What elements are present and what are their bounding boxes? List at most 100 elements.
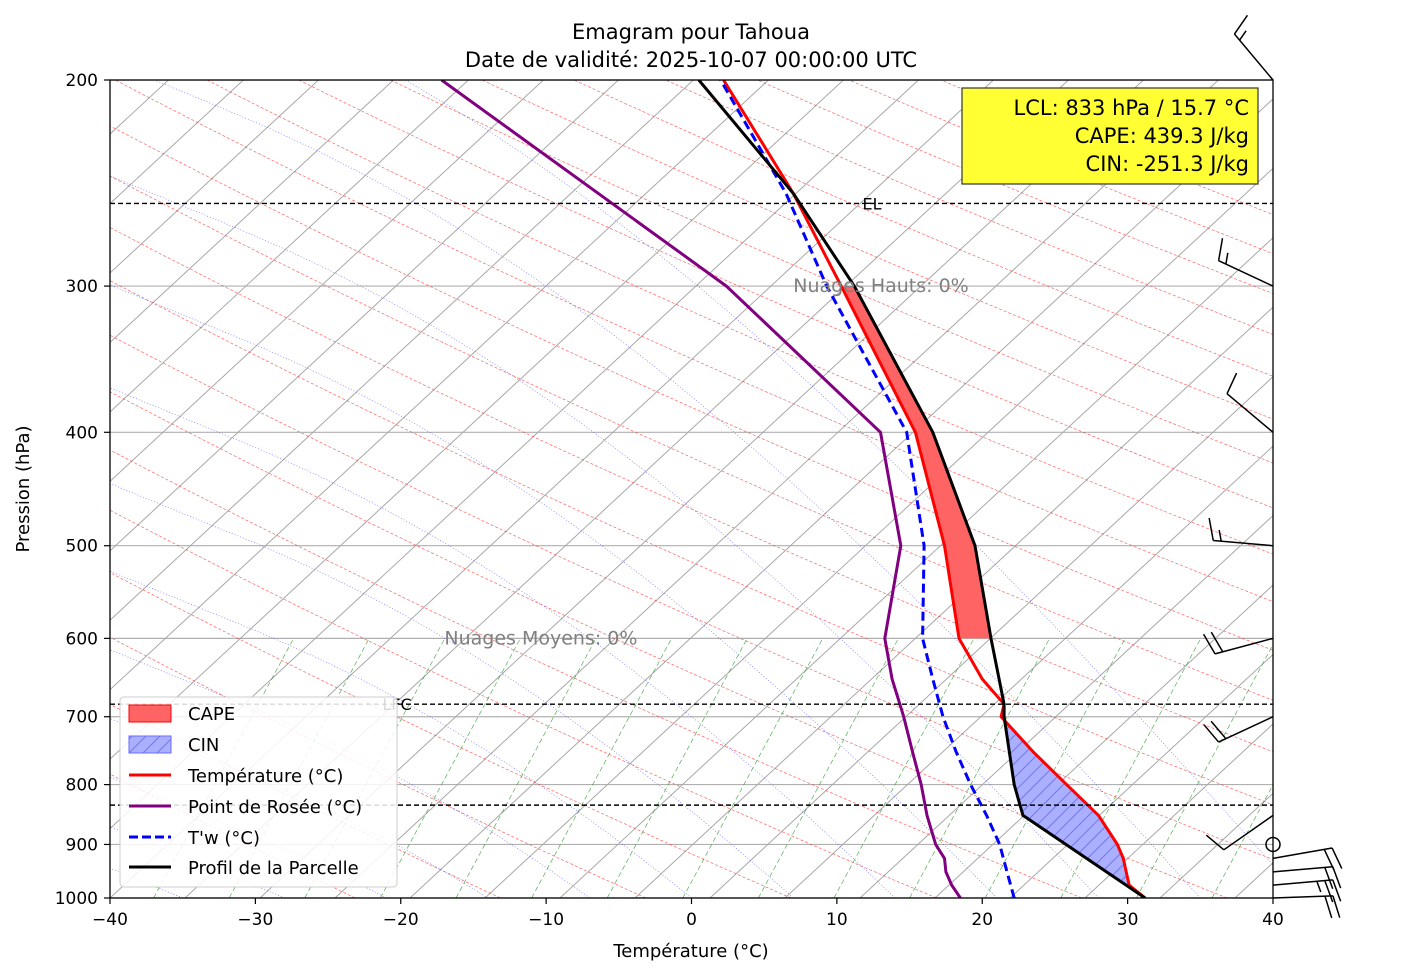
dewpoint-line: [440, 80, 962, 898]
legend-label-cin: CIN: [188, 735, 219, 756]
wind-barb-flag: [1208, 517, 1214, 541]
mixing-ratio-line: [833, 638, 975, 898]
isotherm-line: [1084, 723, 1273, 898]
dry-adiabat: [481, 80, 1273, 420]
isotherm-line: [934, 584, 1273, 898]
calm-wind-circle: [1265, 836, 1281, 853]
wind-barb-flag: [1205, 834, 1225, 851]
y-tick-label: 1000: [55, 889, 98, 909]
x-tick-label: −30: [237, 910, 273, 930]
x-tick-label: 10: [826, 910, 848, 930]
cape-area: [841, 286, 991, 639]
wind-barb-shaft: [1272, 865, 1333, 873]
moist-adiabat: [154, 80, 1201, 898]
dry-adiabat: [110, 280, 1273, 806]
isotherm-line: [110, 80, 319, 274]
wind-barb-shaft: [1272, 895, 1333, 899]
isotherm-line: [784, 445, 1273, 898]
mixing-ratio-line: [984, 638, 1126, 898]
mixing-ratio-line: [758, 638, 899, 898]
mixing-ratio-line: [455, 638, 597, 898]
wind-barb-flag: [1203, 724, 1220, 743]
x-tick-label: 0: [686, 910, 697, 930]
x-tick-label: −20: [383, 910, 419, 930]
mixing-ratio-line: [909, 638, 1050, 898]
wind-barb-half-flag: [1218, 529, 1222, 542]
y-tick-label: 600: [66, 629, 98, 649]
x-tick-label: −10: [528, 910, 564, 930]
isotherm-line: [634, 306, 1273, 898]
wind-barb-flag: [1210, 720, 1227, 740]
legend-swatch-cape: [128, 704, 172, 723]
wind-barb-shaft: [1272, 879, 1333, 886]
wind-barb-shaft: [1223, 814, 1274, 851]
legend-label-wetbulb: T'w (°C): [187, 828, 260, 849]
wetbulb-line: [719, 80, 1016, 898]
mixing-ratio-line: [606, 638, 748, 898]
isotherm-line: [559, 237, 1273, 898]
legend-frame: [119, 696, 398, 888]
dry-adiabat: [110, 334, 1273, 860]
wind-barb-flag: [1226, 372, 1238, 395]
mixing-ratio-line: [380, 638, 521, 898]
moist-adiabat: [110, 483, 794, 898]
wind-barb-flag: [1332, 895, 1341, 918]
info-cin: CIN: -251.3 J/kg: [1086, 152, 1249, 176]
wind-barb-shaft: [1272, 847, 1333, 860]
wind-barb-half-flag: [1225, 252, 1229, 265]
dry-adiabat: [110, 125, 1273, 651]
x-axis-label: Température (°C): [612, 941, 768, 962]
x-tick-label: −40: [92, 910, 128, 930]
isotherm-line: [110, 80, 844, 760]
y-tick-label: 900: [66, 835, 98, 855]
wind-barb-flag: [1331, 847, 1343, 869]
wind-barb-flag: [1233, 14, 1249, 35]
wind-barb-half-flag: [1238, 30, 1247, 41]
temperature-line: [722, 80, 1147, 898]
wind-barb-flag: [1324, 880, 1334, 903]
legend-label-parcel: Profil de la Parcelle: [188, 858, 359, 879]
legend-label-cape: CAPE: [188, 704, 235, 725]
chart-title: Emagram pour Tahoua: [572, 20, 810, 44]
y-axis-label: Pression (hPa): [13, 425, 34, 552]
isotherm-line: [409, 98, 1273, 898]
moist-adiabat: [110, 175, 1099, 898]
isotherm-line: [709, 376, 1273, 898]
wind-barb-flag: [1202, 633, 1216, 655]
dry-adiabat: [110, 449, 1082, 898]
level-label-el: EL: [862, 194, 881, 213]
mixing-ratio-line: [1136, 643, 1273, 898]
mixing-ratio-line: [1211, 784, 1273, 898]
parcel-profile-line: [697, 80, 1146, 898]
info-lcl: LCL: 833 hPa / 15.7 °C: [1014, 96, 1250, 120]
wind-barb-flag: [1324, 867, 1334, 890]
isotherm-line: [110, 80, 619, 552]
isotherm-line: [859, 514, 1273, 898]
wind-barb-flag: [1332, 879, 1342, 902]
wind-barb-shaft: [1218, 716, 1274, 743]
y-tick-label: 300: [66, 277, 98, 297]
wind-barb-flag: [1324, 895, 1333, 919]
info-box-frame: [961, 87, 1259, 185]
mixing-ratio-line: [531, 638, 672, 898]
wind-barb-shaft: [1226, 393, 1274, 433]
isotherm-line: [110, 80, 694, 621]
legend-swatch-cin: [128, 735, 172, 754]
wind-barb-half-flag: [1316, 881, 1322, 893]
dry-adiabat: [390, 80, 1273, 464]
legend-label-temperature: Température (°C): [187, 766, 343, 787]
isotherm-line: [334, 80, 1219, 898]
x-tick-label: 20: [971, 910, 993, 930]
x-tick-label: 40: [1262, 910, 1284, 930]
info-box: LCL: 833 hPa / 15.7 °C CAPE: 439.3 J/kg …: [961, 87, 1259, 185]
y-tick-label: 200: [66, 71, 98, 91]
info-cape: CAPE: 439.3 J/kg: [1075, 124, 1249, 148]
y-tick-label: 500: [66, 537, 98, 557]
wind-barb-flag: [1210, 631, 1224, 653]
wind-barb-shaft: [1214, 637, 1274, 655]
isotherm-line: [110, 80, 394, 344]
dry-adiabat: [110, 391, 1228, 898]
legend: CAPE CIN Température (°C) Point de Rosée…: [119, 696, 398, 888]
wind-barb-shaft: [1213, 539, 1274, 547]
y-tick-label: 400: [66, 423, 98, 443]
